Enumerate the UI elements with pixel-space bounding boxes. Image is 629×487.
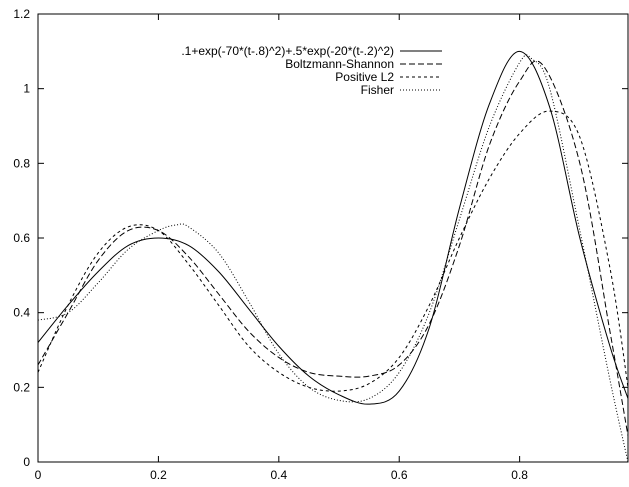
series-line-1 — [37, 50, 629, 405]
series-line-4 — [37, 54, 629, 463]
legend-label-2: Boltzmann-Shannon — [285, 57, 394, 71]
y-tick-label: 0.8 — [13, 156, 30, 170]
legend: .1+exp(-70*(t-.8)^2)+.5*exp(-20*(t-.2)^2… — [181, 44, 442, 97]
y-tick-label: 0.6 — [13, 231, 30, 245]
x-tick-label: 0.6 — [391, 468, 408, 482]
x-tick-label: 0.8 — [511, 468, 528, 482]
legend-label-3: Positive L2 — [335, 70, 394, 84]
x-tick-label: 0.2 — [150, 468, 167, 482]
y-tick-label: 1.2 — [13, 7, 30, 21]
x-tick-label: 0 — [35, 468, 42, 482]
plot-axes — [37, 13, 629, 463]
plot-frame — [37, 13, 629, 463]
y-tick-label: 1 — [23, 82, 30, 96]
series-line-2 — [37, 60, 629, 436]
legend-label-1: .1+exp(-70*(t-.8)^2)+.5*exp(-20*(t-.2)^2… — [181, 44, 394, 58]
axis-ticks: 0 0.2 0.4 0.6 0.8 0 0.2 0.4 0.6 0.8 1 1.2 — [13, 7, 628, 482]
y-tick-label: 0.4 — [13, 306, 30, 320]
legend-label-4: Fisher — [361, 83, 394, 97]
series-line-3 — [37, 110, 629, 392]
x-tick-label: 0.4 — [270, 468, 287, 482]
series-layer — [37, 50, 629, 463]
y-tick-label: 0 — [23, 455, 30, 469]
y-tick-label: 0.2 — [13, 380, 30, 394]
